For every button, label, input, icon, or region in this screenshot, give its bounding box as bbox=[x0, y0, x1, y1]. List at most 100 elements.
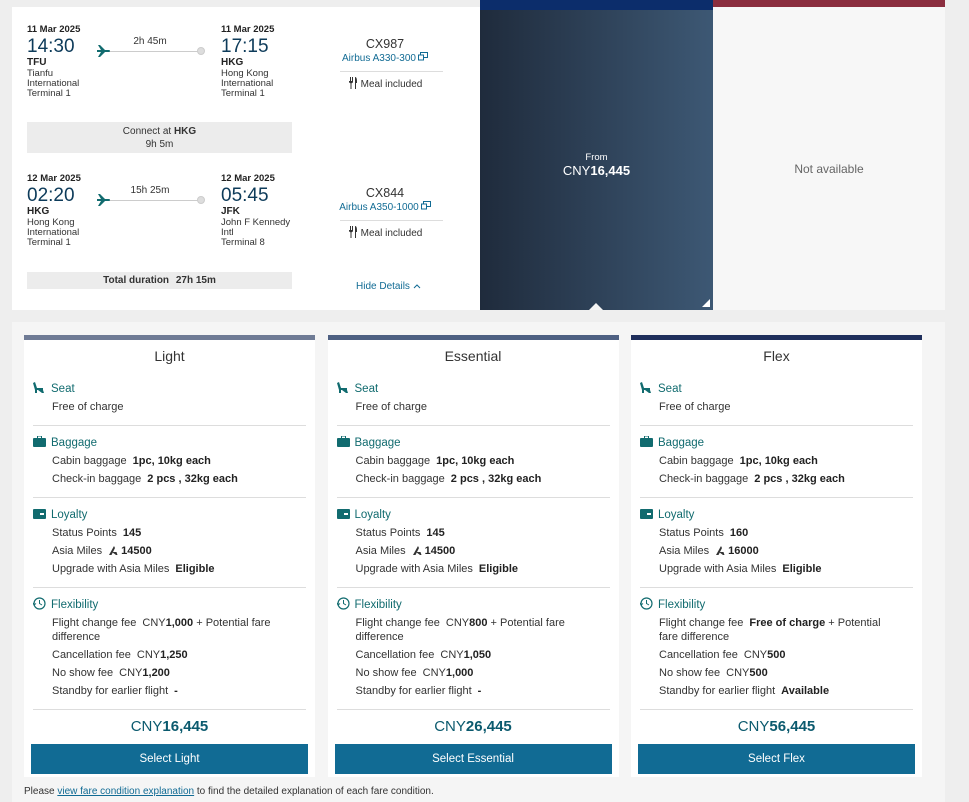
status: Not available bbox=[794, 162, 864, 176]
aircraft-icon bbox=[420, 201, 431, 213]
fare-item: Status Points 160 bbox=[640, 524, 881, 542]
fare-name: Essential bbox=[444, 348, 502, 364]
flight-details: 11 Mar 2025 14:30 TFU Tianfu International Te… bbox=[12, 7, 480, 310]
economy-cabin[interactable]: From CNY16,445 bbox=[480, 0, 713, 310]
fare-section: Flexibility Flight change fee CNY1,000 + P… bbox=[32, 588, 306, 710]
item-label: No show fee bbox=[52, 667, 114, 679]
arrival-airport: Terminal 8 bbox=[221, 237, 265, 248]
item-value: Available bbox=[781, 685, 830, 697]
fare-price: CNY56,445 bbox=[631, 710, 922, 744]
fare-item: Check-in baggage 2 pcs , 32kg each bbox=[337, 470, 578, 488]
fare-item: Cancellation fee CNY1,050 bbox=[337, 646, 578, 664]
fare-card: Essential Seat Free of charge Baggage Cabin … bbox=[327, 335, 619, 777]
fare-item: Standby for earlier flight - bbox=[33, 682, 274, 700]
flight-number: CX844 bbox=[365, 186, 405, 200]
fare-section: Loyalty Status Points 145 Asia Miles 14500 Up… bbox=[336, 498, 610, 588]
currency: CNY bbox=[562, 163, 591, 178]
item-label: No show fee bbox=[659, 667, 721, 679]
fare-section: Baggage Cabin baggage 1pc, 10kg each Check-… bbox=[33, 426, 306, 498]
item-value: - bbox=[477, 685, 482, 697]
item-value: Eligible bbox=[478, 563, 519, 575]
select-button[interactable]: Select Flex bbox=[638, 744, 915, 774]
fare-price: CNY26,445 bbox=[328, 710, 619, 744]
arrival-code: HKG bbox=[221, 57, 244, 68]
footer-note: Please view fare condition explanation t… bbox=[24, 786, 434, 797]
item-label: Standby for earlier flight bbox=[52, 685, 169, 697]
route-line bbox=[106, 200, 202, 201]
connection-label: Connect at bbox=[122, 126, 172, 137]
business-cabin: Not available bbox=[713, 0, 945, 310]
total-label: Total duration bbox=[103, 275, 170, 286]
price-currency: CNY bbox=[737, 718, 770, 735]
fare-item: Cancellation fee CNY500 bbox=[640, 646, 881, 664]
footer-text: to find the detailed explanation of each… bbox=[196, 786, 434, 797]
section-title: Baggage bbox=[336, 434, 610, 453]
flight-leg: 12 Mar 2025 02:20 HKG Hong Kong Internationa… bbox=[12, 171, 480, 281]
fare-item: Asia Miles 14500 bbox=[33, 542, 274, 560]
select-button[interactable]: Select Essential bbox=[334, 744, 612, 774]
seat-icon bbox=[336, 381, 349, 400]
section-title: Flexibility bbox=[336, 596, 610, 614]
miles-icon bbox=[102, 545, 121, 557]
departure-time: 14:30 bbox=[27, 36, 75, 57]
item-note: + Potential fare difference bbox=[52, 617, 271, 643]
item-value: 2 pcs , 32kg each bbox=[147, 473, 238, 485]
departure-airport: International bbox=[27, 78, 80, 89]
select-button[interactable]: Select Light bbox=[31, 744, 308, 774]
item-label: Check-in baggage bbox=[355, 473, 445, 485]
section-title: Flexibility bbox=[639, 596, 913, 616]
price-value: 26,445 bbox=[465, 718, 512, 735]
duration: 15h 25m bbox=[130, 185, 170, 196]
item-value: 14500 bbox=[424, 545, 456, 557]
meal: Meal included bbox=[325, 226, 445, 241]
departure-date: 11 Mar 2025 bbox=[27, 24, 81, 35]
card-icon bbox=[640, 507, 653, 525]
item-currency: CNY bbox=[743, 649, 768, 661]
aircraft: Airbus A330-300 bbox=[315, 52, 455, 64]
fare-condition-link[interactable]: view fare condition explanation bbox=[57, 786, 195, 797]
item-value: 16000 bbox=[728, 545, 759, 557]
flex-icon bbox=[639, 597, 653, 616]
hide-details[interactable]: Hide Details bbox=[356, 281, 421, 292]
meal-text: Meal included bbox=[360, 79, 423, 90]
fare-section: Seat Free of charge bbox=[640, 372, 913, 426]
arrival-airport: Terminal 1 bbox=[221, 88, 265, 99]
hide-details-text: Hide Details bbox=[356, 281, 410, 292]
meal-text: Meal included bbox=[360, 228, 423, 239]
seat-value: Free of charge bbox=[52, 401, 124, 413]
fare-item: Standby for earlier flight - bbox=[337, 682, 578, 700]
corner-mark bbox=[702, 299, 710, 307]
section-title: Seat bbox=[33, 380, 306, 398]
item-currency: CNY bbox=[422, 667, 446, 679]
arrival-airport: Hong Kong bbox=[221, 68, 269, 79]
bag-icon bbox=[336, 435, 350, 453]
item-label: Check-in baggage bbox=[52, 473, 142, 485]
item-label: Cabin baggage bbox=[659, 455, 734, 467]
arrival-time: 05:45 bbox=[221, 185, 269, 206]
item-currency: CNY bbox=[726, 667, 750, 679]
section-title: Flexibility bbox=[32, 596, 306, 614]
fare-item: Asia Miles 14500 bbox=[337, 542, 578, 560]
seat-icon bbox=[640, 381, 652, 400]
fare-card: Flex Seat Free of charge Baggage Cabin bagga… bbox=[631, 335, 922, 777]
route-end bbox=[197, 47, 205, 55]
meal: Meal included bbox=[325, 77, 445, 92]
total-value: 27h 15m bbox=[175, 275, 216, 286]
departure-code: HKG bbox=[27, 206, 50, 217]
fare-item: Asia Miles 16000 bbox=[640, 542, 881, 560]
arrival-date: 12 Mar 2025 bbox=[221, 173, 275, 184]
item-currency: CNY bbox=[142, 617, 166, 629]
connection: Connect at HKG 9h 5m bbox=[27, 122, 292, 153]
from-price: CNY16,445 bbox=[480, 163, 713, 178]
item-currency: CNY bbox=[445, 617, 470, 629]
item-value: Eligible bbox=[782, 563, 822, 575]
miles-icon bbox=[406, 545, 425, 557]
section-title-text: Loyalty bbox=[658, 509, 695, 521]
meal-icon bbox=[348, 226, 358, 241]
fare-section: Baggage Cabin baggage 1pc, 10kg each Check-… bbox=[336, 426, 610, 498]
fare-item: Cabin baggage 1pc, 10kg each bbox=[640, 452, 881, 470]
item-value: 1,000 bbox=[445, 667, 474, 679]
section-title: Loyalty bbox=[640, 506, 913, 524]
item-currency: CNY bbox=[136, 649, 161, 661]
